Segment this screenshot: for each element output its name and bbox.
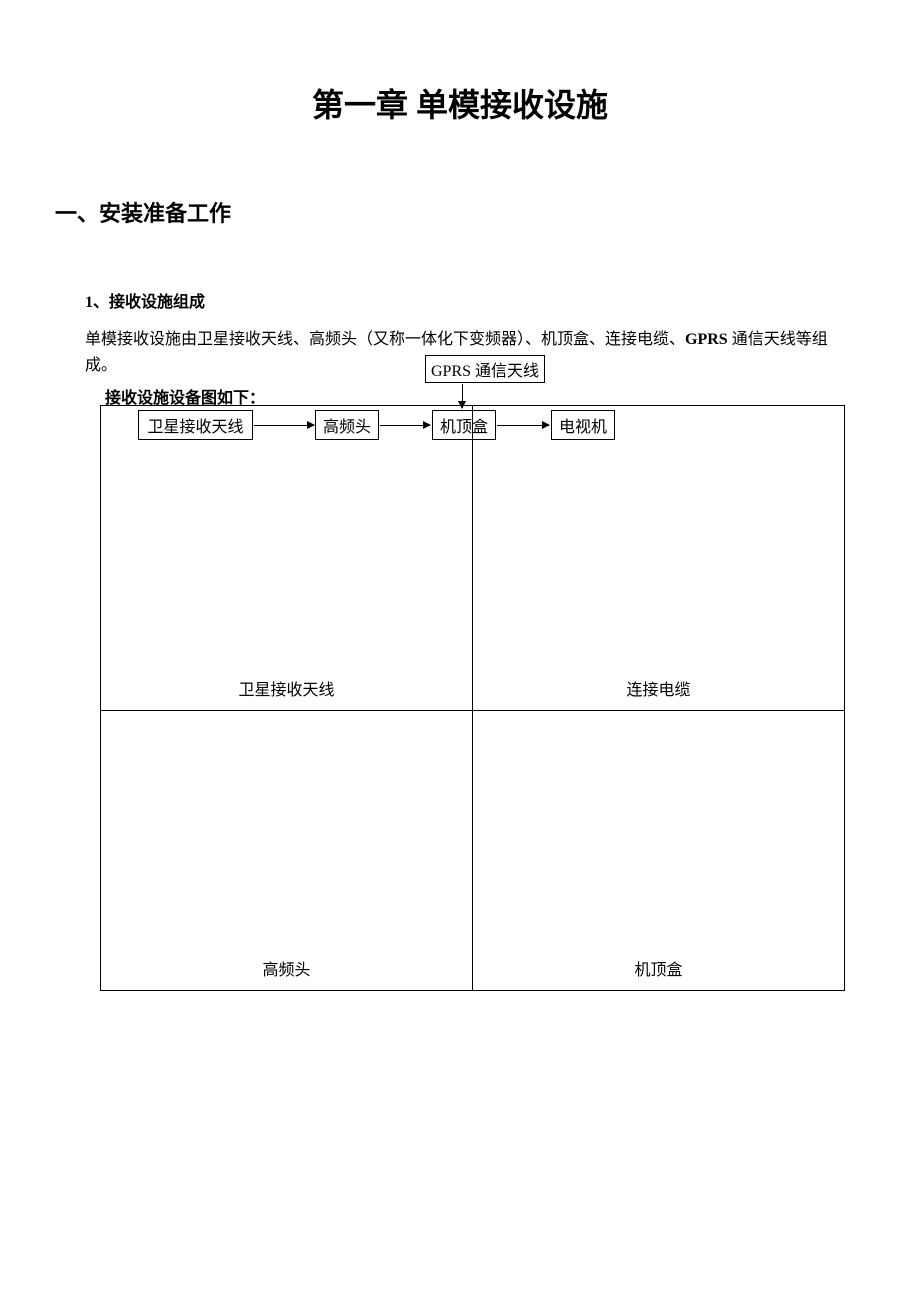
- table-cell-antenna: 卫星接收天线: [101, 406, 473, 711]
- subsection-title: 1、接收设施组成: [85, 288, 865, 312]
- chapter-title: 第一章 单模接收设施: [55, 80, 865, 126]
- section-title: 一、安装准备工作: [55, 196, 865, 228]
- table-row: 卫星接收天线 连接电缆: [101, 406, 845, 711]
- equipment-image-table: 卫星接收天线 连接电缆 高频头 机顶盒: [100, 405, 845, 991]
- body-text-prefix: 单模接收设施由卫星接收天线、高频头（又称一体化下变频器）、机顶盒、连接电缆、: [85, 331, 685, 348]
- body-text-bold: GPRS: [685, 331, 728, 348]
- table-cell-stb: 机顶盒: [473, 711, 845, 991]
- table-cell-lnb: 高频头: [101, 711, 473, 991]
- table-cell-cable: 连接电缆: [473, 406, 845, 711]
- flow-node-gprs: GPRS 通信天线: [425, 355, 545, 383]
- table-row: 高频头 机顶盒: [101, 711, 845, 991]
